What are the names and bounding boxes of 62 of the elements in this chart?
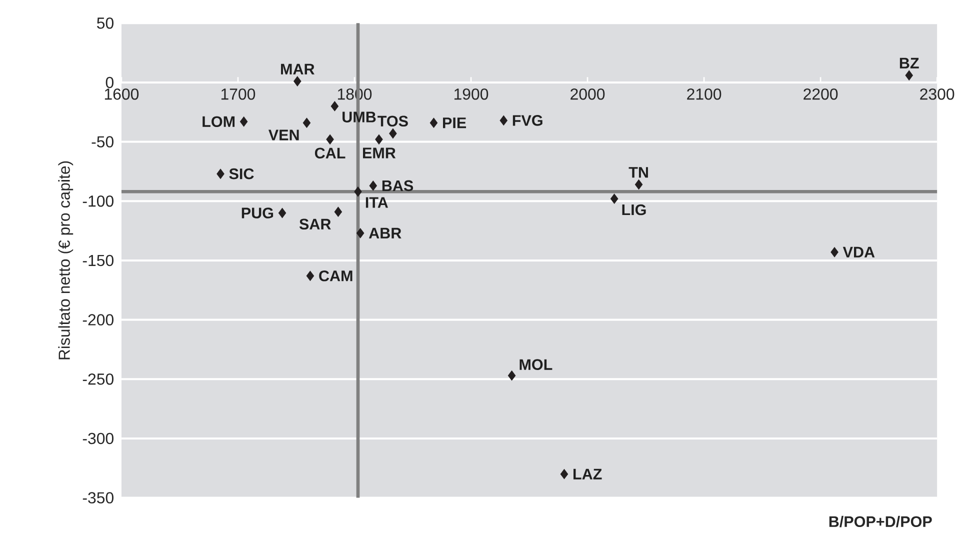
annotation: TN	[628, 167, 648, 178]
point	[354, 186, 362, 197]
point	[326, 134, 334, 144]
annotation: PIE	[443, 118, 466, 128]
y-axis-title: Risultato netto (€ pro capite)	[58, 161, 74, 360]
y-tick-label: 50	[97, 17, 114, 29]
point	[830, 247, 838, 258]
x-tick-label: 2200	[804, 88, 838, 100]
point	[356, 228, 364, 238]
point	[369, 180, 377, 191]
annotation: LOM	[202, 116, 235, 128]
point	[306, 270, 314, 281]
point	[294, 76, 302, 86]
point	[610, 194, 618, 204]
y-tick-label: -250	[82, 373, 114, 385]
x-axis-title: B/POP+D/POP	[829, 516, 932, 528]
y-tick-label: -50	[92, 136, 114, 148]
point	[905, 70, 913, 80]
point	[334, 206, 342, 217]
x-tick-label: 1600	[104, 88, 139, 100]
point	[389, 128, 397, 139]
annotation: VEN	[268, 130, 299, 140]
annotation: CAM	[319, 270, 352, 282]
x-tick-label: 2300	[920, 88, 954, 100]
point	[560, 469, 568, 480]
annotation: MAR	[281, 64, 314, 74]
annotation: EMR	[363, 148, 396, 158]
point	[508, 370, 516, 381]
x-tick-label: 1900	[454, 88, 488, 100]
annotation: LAZ	[574, 468, 602, 480]
x-tick-label: 2000	[570, 88, 605, 100]
y-tick-label: -200	[82, 314, 114, 326]
annotation: BZ	[900, 58, 919, 68]
y-tick-label: 0	[106, 76, 114, 88]
y-tick-label: -300	[82, 432, 114, 444]
annotation: VDA	[842, 246, 875, 258]
point	[500, 115, 508, 126]
x-tick-label: 1700	[221, 88, 256, 100]
annotation: MOL	[520, 359, 552, 370]
annotation: PUG	[242, 208, 274, 218]
y-tick-label: -350	[82, 492, 114, 504]
point	[634, 179, 643, 190]
point	[240, 116, 248, 127]
point	[330, 101, 339, 112]
annotation: FVG	[512, 115, 542, 126]
y-tick-label: -150	[82, 254, 114, 266]
annotation: UMB	[342, 112, 376, 122]
annotation: BAS	[382, 180, 414, 192]
annotation: LIG	[622, 204, 646, 216]
point	[375, 134, 383, 144]
annotation: ITA	[366, 197, 388, 208]
annotation: ABR	[368, 228, 402, 238]
annotation: CAL	[314, 148, 346, 159]
annotation: SIC	[229, 168, 254, 180]
point	[216, 168, 224, 179]
annotation: SAR	[299, 218, 331, 230]
y-tick-label: -100	[82, 195, 114, 207]
point	[278, 208, 286, 218]
x-tick-label: 2100	[687, 88, 722, 100]
point	[430, 118, 438, 128]
annotation: TOS	[378, 116, 408, 127]
point	[302, 118, 311, 128]
